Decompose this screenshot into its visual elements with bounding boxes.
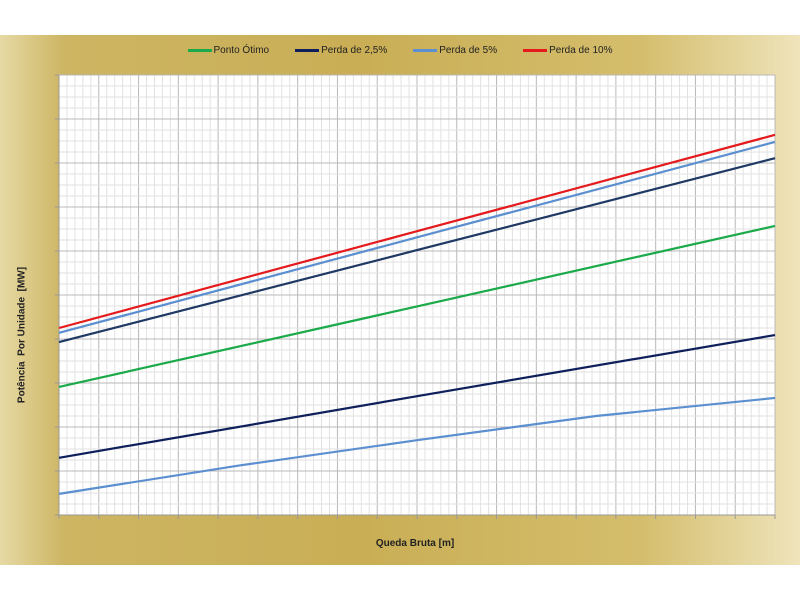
legend-label: Ponto Ótimo xyxy=(213,45,270,56)
series-line-unnamed-5 xyxy=(58,396,776,495)
series-line-perda-de-5- xyxy=(58,140,776,334)
x-axis-label: Queda Bruta [m] xyxy=(375,538,455,549)
legend-swatch xyxy=(295,49,320,52)
chart-frame: Ponto Ótimo Perda de 2,5% Perda de 5% Pe… xyxy=(0,35,800,565)
legend-item-perda-5: Perda de 5% xyxy=(413,45,497,56)
legend-label: Perda de 2,5% xyxy=(321,45,388,56)
legend: Ponto Ótimo Perda de 2,5% Perda de 5% Pe… xyxy=(0,45,800,56)
legend-item-perda-2-5: Perda de 2,5% xyxy=(295,45,387,56)
legend-swatch xyxy=(413,49,438,52)
series-line-perda-de-2-5- xyxy=(58,333,776,459)
series-line-perda-de-10- xyxy=(58,133,776,330)
series-line-unnamed-2 xyxy=(58,157,776,344)
legend-swatch xyxy=(523,49,548,52)
legend-item-perda-10: Perda de 10% xyxy=(523,45,612,56)
series-line-ponto-timo xyxy=(58,224,776,389)
legend-item-ponto-otimo: Ponto Ótimo xyxy=(187,45,270,56)
line-chart xyxy=(55,74,776,519)
legend-label: Perda de 10% xyxy=(549,45,613,56)
legend-swatch xyxy=(187,49,212,52)
legend-label: Perda de 5% xyxy=(439,45,498,56)
y-axis-label: Potência Por Unidade [MW] xyxy=(16,266,28,404)
